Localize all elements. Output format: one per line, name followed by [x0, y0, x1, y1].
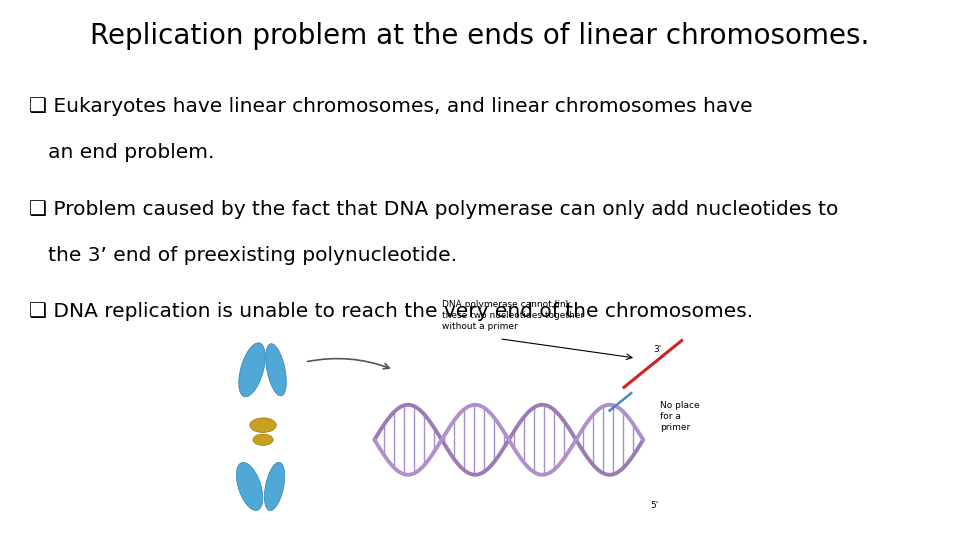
- Text: ❑ Problem caused by the fact that DNA polymerase can only add nucleotides to: ❑ Problem caused by the fact that DNA po…: [29, 200, 838, 219]
- Text: No place
for a
primer: No place for a primer: [660, 401, 700, 432]
- Text: Replication problem at the ends of linear chromosomes.: Replication problem at the ends of linea…: [90, 22, 870, 50]
- Ellipse shape: [250, 418, 276, 433]
- Text: 3': 3': [653, 345, 661, 354]
- Ellipse shape: [236, 462, 263, 510]
- Text: ❑ Eukaryotes have linear chromosomes, and linear chromosomes have: ❑ Eukaryotes have linear chromosomes, an…: [29, 97, 753, 116]
- Text: DNA polymerase cannot link
these two nucleotides together
without a primer: DNA polymerase cannot link these two nuc…: [442, 300, 584, 331]
- Ellipse shape: [239, 343, 265, 397]
- Text: ❑ DNA replication is unable to reach the very end of the chromosomes.: ❑ DNA replication is unable to reach the…: [29, 302, 753, 321]
- Text: 5': 5': [651, 501, 659, 510]
- Text: an end problem.: an end problem.: [29, 143, 214, 162]
- Ellipse shape: [266, 343, 286, 396]
- Ellipse shape: [253, 434, 273, 446]
- Text: the 3’ end of preexisting polynucleotide.: the 3’ end of preexisting polynucleotide…: [29, 246, 457, 265]
- Ellipse shape: [264, 462, 285, 511]
